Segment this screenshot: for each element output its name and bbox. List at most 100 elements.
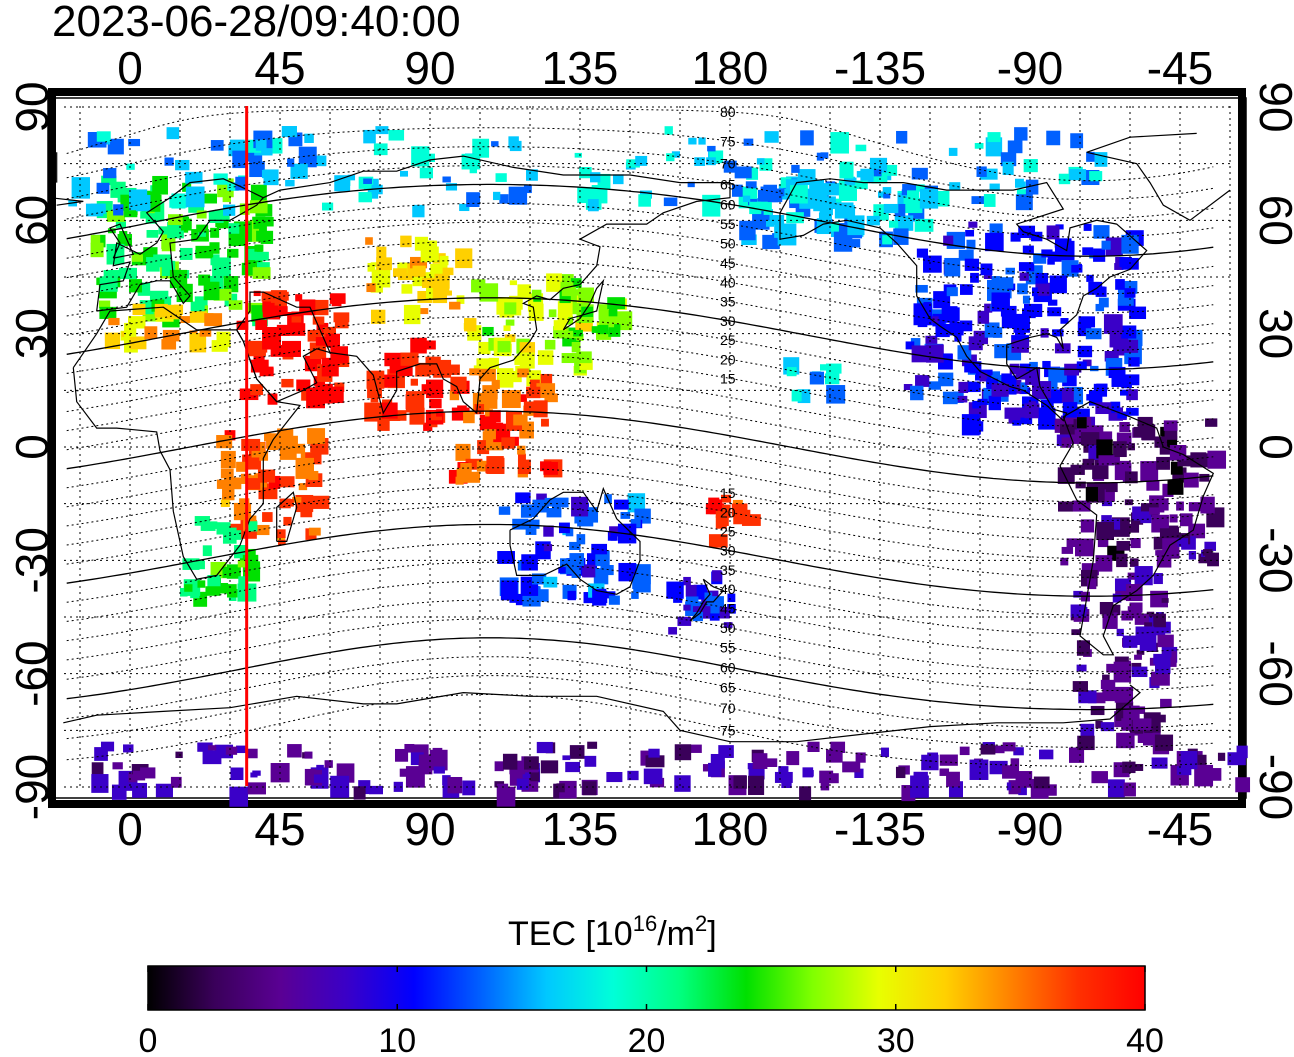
tec-cell	[166, 127, 180, 140]
tec-cell	[984, 303, 993, 313]
tec-cell	[153, 194, 162, 202]
tec-cell	[90, 203, 106, 214]
tec-cell	[544, 393, 558, 403]
mlat-contour	[66, 259, 1214, 333]
tec-cell	[503, 325, 511, 331]
tec-cell	[370, 397, 379, 403]
tec-cell	[1163, 420, 1178, 431]
tec-cell	[855, 752, 866, 763]
tec-cell	[279, 440, 297, 460]
tec-cell	[1227, 752, 1246, 766]
tec-cell	[517, 453, 526, 462]
tec-cell	[1146, 480, 1160, 491]
tec-cell	[686, 596, 699, 605]
tec-cell	[786, 751, 800, 766]
tec-cell	[1143, 507, 1152, 515]
tec-cell	[882, 235, 893, 245]
tec-cell	[222, 488, 235, 501]
top-lon-tick-label: -45	[1147, 42, 1213, 94]
tec-cell	[497, 551, 515, 564]
tec-cell	[834, 202, 854, 219]
mlat-contour	[66, 542, 1214, 616]
tec-cell	[311, 299, 329, 316]
tec-cell	[1071, 264, 1083, 273]
tec-cell	[781, 778, 792, 789]
tec-cell	[938, 372, 954, 387]
colorbar-tick-label: 0	[139, 1022, 158, 1057]
tec-cell	[194, 516, 210, 526]
tec-cell	[239, 203, 250, 215]
tec-cell	[576, 333, 584, 341]
tec-cell	[469, 368, 480, 376]
tec-cell	[979, 372, 988, 382]
tec-cell	[1073, 590, 1083, 598]
tec-cell	[316, 764, 324, 770]
tec-cell	[692, 611, 703, 622]
tec-cell	[215, 582, 229, 594]
mlat-label: 30	[720, 313, 736, 329]
tec-cell	[1020, 414, 1033, 425]
tec-cell	[285, 179, 295, 187]
tec-cell	[536, 741, 553, 754]
tec-cell	[1101, 240, 1111, 250]
tec-cell	[1124, 471, 1138, 484]
tec-cell	[457, 405, 467, 413]
tec-cell	[1060, 557, 1069, 566]
tec-cell	[786, 212, 804, 224]
tec-cell	[161, 339, 177, 350]
mlat-contour	[66, 467, 1214, 541]
tec-cell	[540, 373, 553, 386]
tec-cell	[1075, 481, 1086, 489]
tec-cell	[189, 332, 207, 353]
tec-cell	[403, 304, 421, 325]
tec-cell	[325, 333, 341, 347]
tec-cell	[967, 381, 981, 393]
tec-cell	[1029, 361, 1038, 372]
tec-cell	[498, 506, 511, 515]
mlat-contour	[66, 637, 1214, 711]
tec-cell	[910, 385, 924, 401]
tec-cell	[983, 194, 996, 207]
tec-cell	[1018, 262, 1035, 272]
mlat-label: 70	[720, 700, 736, 716]
tec-cell	[471, 279, 486, 293]
tec-cell	[531, 573, 547, 585]
tec-cell	[410, 337, 427, 354]
tec-cell	[1155, 550, 1163, 556]
tec-cell	[1011, 339, 1029, 353]
tec-cell	[1161, 435, 1178, 447]
tec-cell	[308, 527, 321, 536]
tec-cell	[1123, 705, 1140, 720]
tec-cell	[663, 197, 678, 207]
tec-cell	[1046, 225, 1060, 240]
mlat-label: 55	[720, 216, 736, 232]
tec-cell	[964, 363, 973, 373]
tec-cell	[262, 308, 271, 318]
tec-cell	[201, 193, 218, 204]
tec-cell	[252, 267, 271, 279]
tec-cell	[476, 358, 491, 371]
tec-cell	[606, 771, 623, 783]
tec-cell	[842, 761, 861, 773]
tec-cell	[873, 169, 882, 177]
mlat-contour	[66, 580, 1214, 654]
tec-cell	[604, 591, 616, 599]
tec-cell	[1126, 389, 1138, 401]
tec-cell	[959, 746, 970, 756]
tec-cell	[202, 545, 212, 557]
tec-cell	[1052, 329, 1064, 337]
tec-cell	[210, 227, 220, 238]
tec-cell	[502, 753, 518, 770]
tec-cell	[968, 336, 983, 351]
tec-cell	[427, 240, 436, 248]
tec-cell	[1177, 455, 1195, 467]
tec-cell	[455, 248, 473, 269]
tec-cell	[1091, 771, 1108, 784]
tec-cell	[486, 398, 498, 409]
tec-cell	[1154, 660, 1171, 674]
mlat-contour	[66, 146, 1214, 219]
bottom-lon-tick-label: 180	[692, 803, 769, 855]
tec-cell	[673, 593, 683, 603]
tec-cell	[894, 215, 914, 231]
tec-cell	[556, 783, 565, 793]
